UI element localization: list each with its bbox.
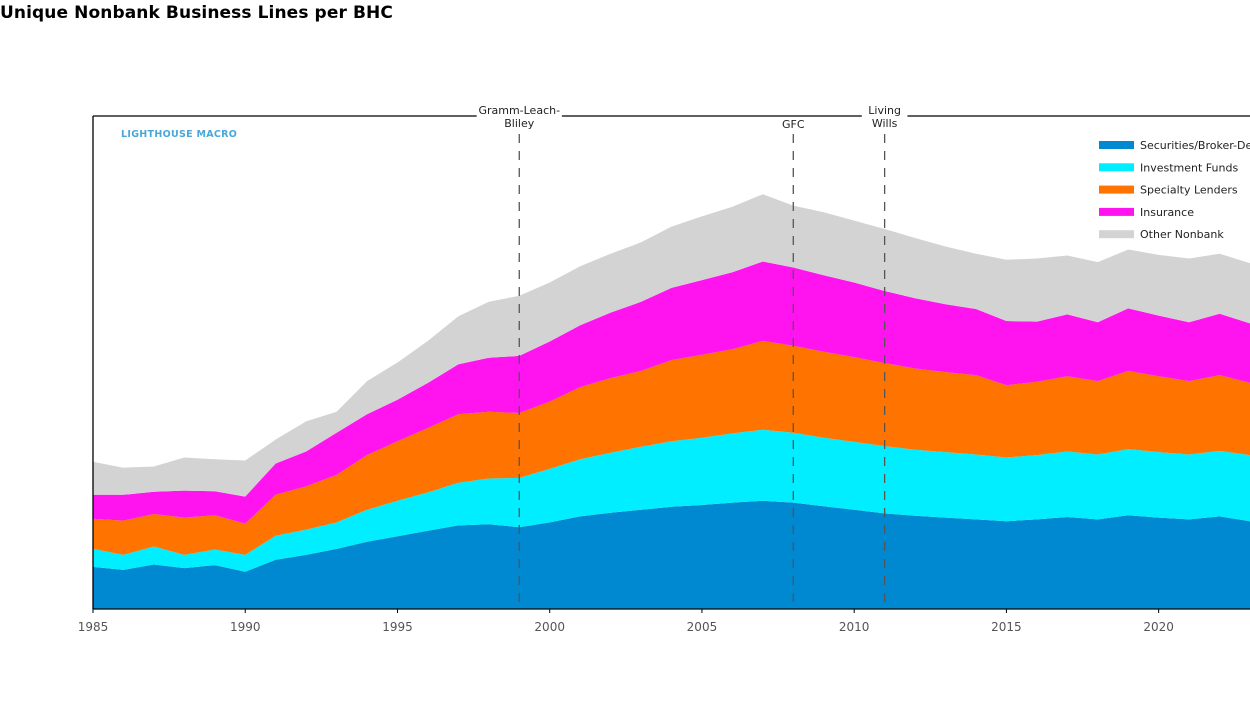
legend-swatch-funds (1099, 163, 1134, 172)
x-tick-label: 1995 (382, 620, 413, 634)
area-series-insurance (93, 261, 1250, 524)
legend-label-lenders: Specialty Lenders (1140, 184, 1238, 197)
x-tick-label: 2000 (534, 620, 565, 634)
event-label: Living (868, 104, 901, 117)
legend-label-insurance: Insurance (1140, 206, 1194, 219)
area-series-funds (93, 429, 1250, 572)
legend-label-funds: Investment Funds (1140, 161, 1238, 174)
legend-swatch-lenders (1099, 185, 1134, 194)
event-label-bg (476, 104, 562, 132)
chart-title: Unique Nonbank Business Lines per BHC (0, 3, 393, 23)
x-tick-label: 2010 (839, 620, 870, 634)
event-label: Gramm-Leach- (478, 104, 560, 117)
event-label: Bliley (504, 117, 534, 130)
legend-swatch-securities (1099, 141, 1134, 149)
x-tick-label: 2015 (991, 620, 1022, 634)
legend-label-securities: Securities/Broker-Dealers (1140, 139, 1250, 152)
x-tick-label: 1990 (230, 620, 261, 634)
event-label-bg (780, 118, 807, 133)
legend-label-other: Other Nonbank (1140, 228, 1224, 241)
legend-swatch-insurance (1099, 207, 1134, 216)
x-tick-label: 2020 (1143, 620, 1174, 634)
area-series-securities (93, 500, 1250, 609)
legend-swatch-other (1099, 230, 1134, 239)
area-series-lenders (93, 340, 1250, 555)
brand-label: LIGHTHOUSE MACRO (121, 129, 237, 140)
area-series-other (93, 194, 1250, 497)
event-label-bg (861, 104, 908, 132)
event-label: GFC (782, 118, 805, 131)
event-label: Wills (872, 117, 898, 130)
x-tick-label: 2005 (687, 620, 718, 634)
x-tick-label: 1985 (78, 620, 109, 634)
